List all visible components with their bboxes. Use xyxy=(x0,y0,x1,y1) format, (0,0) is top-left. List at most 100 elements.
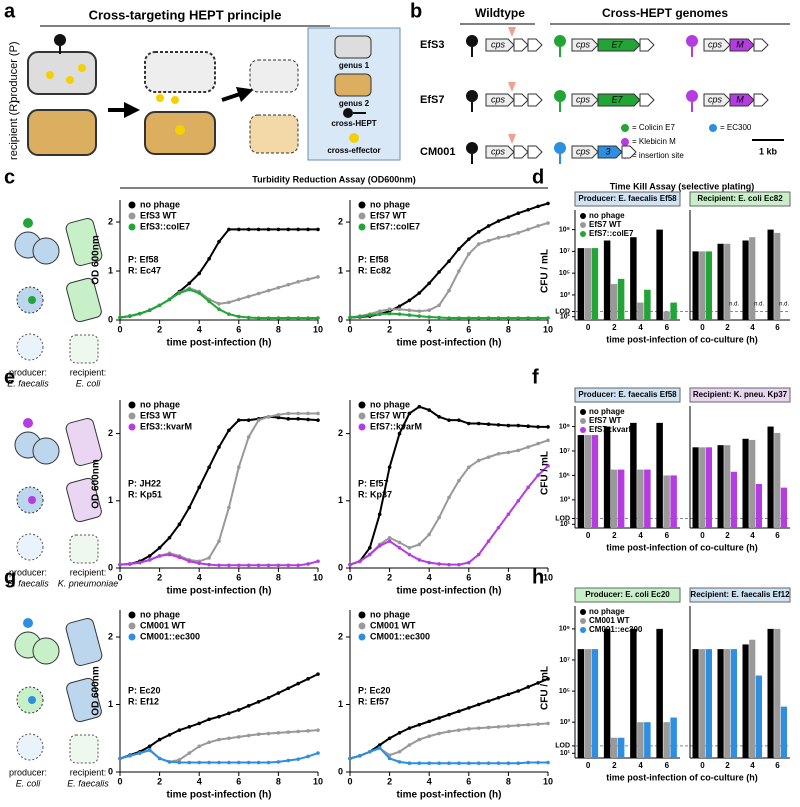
data-point xyxy=(207,740,211,745)
data-point xyxy=(266,415,271,419)
data-point xyxy=(486,455,491,459)
data-point xyxy=(296,411,301,416)
legend-marker xyxy=(358,223,366,231)
x-tick-label: 2 xyxy=(387,776,392,786)
data-point xyxy=(546,464,550,468)
x-tick-label: 2 xyxy=(725,531,730,540)
data-point xyxy=(348,315,352,320)
insertion-site xyxy=(508,134,516,144)
legend-effector xyxy=(349,133,359,143)
gene-label: cps xyxy=(708,94,723,104)
producer-cell xyxy=(32,237,60,265)
schematic-label: E. faecalis xyxy=(7,578,49,588)
data-point xyxy=(476,458,481,463)
data-point xyxy=(266,760,271,765)
data-point xyxy=(266,695,271,700)
data-point xyxy=(457,562,461,567)
data-point xyxy=(506,512,511,517)
data-point xyxy=(276,316,281,320)
data-point xyxy=(437,515,441,520)
legend-label: CM001::ec300 xyxy=(589,625,643,634)
data-point xyxy=(217,302,221,306)
schematic-label: E. faecalis xyxy=(7,378,49,388)
phage-icon xyxy=(466,90,478,102)
x-axis-label: time post-infection (h) xyxy=(167,338,272,349)
x-axis-label: time post-infection (h) xyxy=(167,586,272,597)
recipient-cell xyxy=(65,417,103,467)
bar xyxy=(577,649,585,758)
schematic-label: E. coli xyxy=(76,378,102,388)
data-point xyxy=(368,552,372,557)
data-point xyxy=(437,315,441,320)
section-header: Turbidity Reduction Assay (OD600nm) xyxy=(252,174,416,184)
data-point xyxy=(286,758,291,763)
bar xyxy=(724,649,731,758)
data-point xyxy=(266,316,271,320)
data-point xyxy=(447,562,451,567)
data-point xyxy=(377,312,382,316)
y-tick-label: 0 xyxy=(338,314,343,324)
bar xyxy=(705,447,712,528)
x-tick-label: 2 xyxy=(157,572,162,582)
phage-icon xyxy=(466,35,478,47)
subplot-title-box xyxy=(689,387,791,403)
recipient-cell xyxy=(65,217,103,267)
data-point xyxy=(316,559,320,564)
x-tick-label: 2 xyxy=(725,761,730,770)
data-point xyxy=(197,760,201,765)
y-tick-label: 10⁹ xyxy=(559,423,570,430)
data-point xyxy=(486,224,491,228)
data-point xyxy=(128,562,132,566)
x-tick-label: 6 xyxy=(236,324,241,334)
gene-label: M xyxy=(736,94,744,104)
bar xyxy=(637,722,644,758)
x-tick-label: 4 xyxy=(638,761,643,770)
annotation: P: Ef58 xyxy=(358,254,389,264)
x-tick-label: 0 xyxy=(700,323,705,332)
data-point xyxy=(486,316,491,320)
lysed-recipient xyxy=(249,114,299,154)
data-point xyxy=(496,235,501,240)
data-point xyxy=(246,315,251,320)
panel-label: h xyxy=(532,566,544,588)
data-point xyxy=(187,505,192,510)
bar xyxy=(637,302,644,320)
data-point xyxy=(157,756,162,761)
x-tick-label: 0 xyxy=(586,531,591,540)
data-point xyxy=(227,428,231,433)
data-point xyxy=(407,298,412,303)
data-point xyxy=(447,495,451,500)
x-tick-label: 2 xyxy=(612,531,617,540)
legend-label: EfS7::colE7 xyxy=(589,229,634,238)
data-point xyxy=(227,711,231,716)
data-point xyxy=(197,291,201,295)
gene-label: M xyxy=(736,39,744,49)
bar xyxy=(644,469,651,528)
subplot-title: Recipient: E. coli Ec82 xyxy=(697,194,783,203)
data-point xyxy=(417,542,422,547)
legend-marker xyxy=(358,423,366,431)
y-tick-label: 0 xyxy=(108,314,113,324)
data-point xyxy=(546,721,550,726)
annotation: R: Ec82 xyxy=(358,265,391,275)
legend-text: = Colicin E7 xyxy=(632,123,675,132)
data-point xyxy=(348,562,352,567)
data-point xyxy=(467,252,471,256)
data-point xyxy=(358,754,362,758)
effector xyxy=(156,94,164,102)
data-point xyxy=(417,737,422,742)
data-point xyxy=(246,294,251,299)
data-point xyxy=(536,204,540,209)
subplot-title: Recipient: E. faecalis Ef12 xyxy=(690,590,790,599)
data-point xyxy=(276,412,281,417)
y-axis-label: CFU / mL xyxy=(540,451,551,495)
bar xyxy=(656,229,663,320)
bar xyxy=(591,435,599,528)
y-axis-label: OD 600nm xyxy=(91,459,102,509)
data-point xyxy=(387,753,392,757)
data-point xyxy=(407,546,412,550)
phage-icon xyxy=(466,142,478,154)
data-point xyxy=(358,314,362,319)
bar xyxy=(717,649,724,758)
data-point xyxy=(397,731,402,735)
